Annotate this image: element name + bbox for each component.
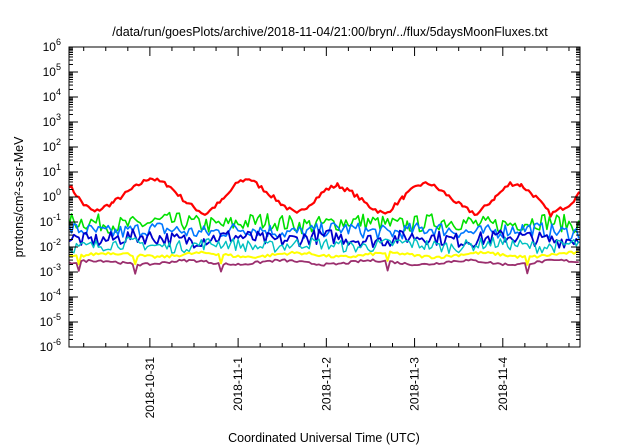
y-tick-label: 10-3 [40, 262, 61, 279]
y-tick-label: 10-2 [40, 237, 61, 254]
y-tick-label: 10-1 [40, 212, 61, 229]
plot-frame [68, 46, 581, 348]
plot-area [68, 46, 581, 348]
y-tick-label: 106 [43, 37, 61, 54]
y-axis: 10-6 10-5 10-4 10-3 10-2 10-1 100 101 102 103 104 1… [40, 37, 580, 354]
y-tick-label: 102 [43, 137, 61, 154]
x-tick-label: 2018-11-2 [319, 357, 333, 411]
y-tick-label: 10-4 [40, 287, 61, 304]
x-tick-label: 2018-10-31 [143, 357, 157, 419]
y-tick-label: 104 [43, 87, 61, 104]
x-tick-label: 2018-11-4 [496, 357, 510, 411]
series-line-6 [69, 250, 579, 266]
x-axis-label: Coordinated Universal Time (UTC) [228, 431, 420, 445]
series-line-7 [69, 258, 579, 275]
y-axis-label: protons/cm²-s-sr-MeV [12, 136, 26, 258]
y-tick-label: 10-5 [40, 312, 61, 329]
y-tick-label: 105 [43, 62, 61, 79]
x-tick-label: 2018-11-1 [231, 357, 245, 411]
y-tick-label: 100 [43, 187, 61, 204]
y-tick-label: 103 [43, 112, 61, 129]
series-line-2 [69, 211, 580, 235]
y-tick-label: 10-6 [40, 337, 61, 354]
y-tick-label: 101 [43, 162, 61, 179]
series-line-4 [69, 228, 580, 249]
series-line-1 [69, 177, 580, 218]
chart-title: /data/run/goesPlots/archive/2018-11-04/2… [112, 25, 548, 39]
x-tick-label: 2018-11-3 [408, 357, 422, 411]
x-axis: 2018-10-31 2018-11-1 2018-11-2 2018-11-3 201… [83, 47, 570, 419]
series-line-5 [69, 236, 580, 254]
